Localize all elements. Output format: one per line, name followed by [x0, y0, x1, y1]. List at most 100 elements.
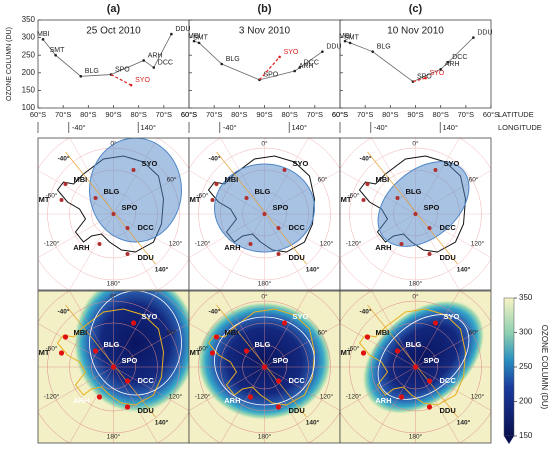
station-point [54, 53, 57, 57]
map-station [281, 320, 288, 326]
map-station [262, 212, 267, 216]
contour [377, 314, 470, 400]
map-station [276, 252, 281, 256]
map-station [426, 378, 433, 384]
x-tick-label: 70°S [55, 110, 71, 119]
contour [214, 316, 315, 406]
map-label: 180° [409, 433, 423, 441]
panel-label: (b) [257, 3, 271, 15]
station-map: 0°60°120°180°-120°-60°-40°140°MBISMTBLGS… [188, 137, 341, 291]
map-station-label: MBI [225, 328, 239, 337]
station-label: SMT [344, 35, 360, 42]
x-tick-label: 60°S [483, 110, 499, 119]
map-station [93, 196, 98, 200]
map-label: -120° [346, 393, 362, 401]
station-point [472, 36, 475, 39]
ozone-hole [73, 291, 189, 414]
station-label: SYO [430, 70, 445, 77]
station-point [439, 67, 442, 71]
map-label: -120° [346, 240, 362, 248]
map-station-label: SYO [142, 159, 158, 168]
map-label: -60° [46, 192, 58, 200]
map-station-label: ARH [73, 243, 89, 252]
map-station-label: SYO [142, 312, 158, 321]
map-station-label: SMT [34, 195, 50, 204]
map-label: 180° [258, 280, 272, 288]
map-station-label: DDU [138, 253, 154, 262]
station-label: DDU [175, 26, 190, 33]
map-station [432, 320, 439, 326]
map-label: -60° [348, 345, 360, 353]
map-label: 120° [320, 393, 334, 401]
map-label: -120° [44, 393, 60, 401]
station-label: SPO [115, 66, 130, 73]
map-station-label: SMT [336, 348, 352, 357]
map-station [395, 196, 400, 200]
map-station-label: BLG [104, 187, 120, 196]
station-label: BLG [226, 56, 240, 63]
meridian [113, 366, 158, 443]
ozone-hole [362, 299, 485, 415]
meridian [371, 366, 416, 443]
meridian [220, 366, 265, 443]
x2-tick-label: 140° [442, 123, 458, 132]
meridian [415, 366, 491, 411]
station-label: ARH [299, 63, 314, 70]
meridian [220, 291, 265, 368]
map-station-label: DDU [289, 406, 305, 415]
map-station-label: SPO [273, 203, 289, 212]
map-label: 60° [167, 329, 177, 337]
station-point [197, 41, 201, 45]
map-station-label: SYO [293, 312, 309, 321]
station-point [152, 66, 156, 69]
x2-tick-label: -40° [223, 123, 237, 132]
station-point [293, 69, 297, 73]
map-station-label: SYO [293, 159, 309, 168]
coastline [56, 308, 165, 406]
map-label: 0° [261, 293, 268, 301]
map-label: -40° [209, 155, 221, 163]
x-tick-label: 90°S [256, 110, 272, 119]
map-station [92, 348, 99, 354]
station-label: SMT [50, 47, 66, 54]
meridian [415, 366, 460, 443]
vortex-area [377, 161, 470, 247]
map-station-label: DDU [289, 253, 305, 262]
y-tick-label: 250 [22, 50, 36, 59]
map-label: -60° [348, 192, 360, 200]
map-station [209, 350, 216, 356]
x-tick-label: 70°S [458, 110, 474, 119]
map-label: 140° [306, 419, 320, 427]
x-tick-label: 60°S [30, 110, 46, 119]
colorbar-tick-label: 250 [519, 362, 533, 371]
x-tick-label: 90°S [407, 110, 423, 119]
x-tick-label: 80°S [231, 110, 247, 119]
map-label: 140° [155, 266, 169, 274]
station-label: MBI [188, 33, 201, 40]
red-segment [110, 74, 132, 86]
station-label: SMT [193, 35, 209, 42]
meridian [264, 366, 309, 443]
map-station [394, 348, 401, 354]
map-station-label: SPO [424, 203, 440, 212]
map-station [427, 226, 432, 230]
map-station-label: SYO [444, 312, 460, 321]
map-station [426, 404, 433, 410]
meridian [113, 291, 158, 368]
map-station [365, 182, 370, 186]
station-point [170, 32, 173, 36]
red-segment [259, 56, 281, 81]
map-label: -40° [360, 308, 372, 316]
map-station [125, 252, 130, 256]
map-station-label: SMT [336, 195, 352, 204]
map-station [412, 364, 419, 370]
x-tick-label: 80°S [382, 110, 398, 119]
map-label: -120° [195, 240, 211, 248]
map-label: 120° [471, 393, 485, 401]
station-map: 0°60°120°180°-120°-60°-40°140°MBISMTBLGS… [34, 137, 190, 291]
transect [216, 151, 307, 265]
meridian [340, 366, 416, 411]
x-tick-label: 70°S [156, 110, 172, 119]
map-station-label: ARH [224, 396, 240, 405]
map-station [124, 378, 131, 384]
